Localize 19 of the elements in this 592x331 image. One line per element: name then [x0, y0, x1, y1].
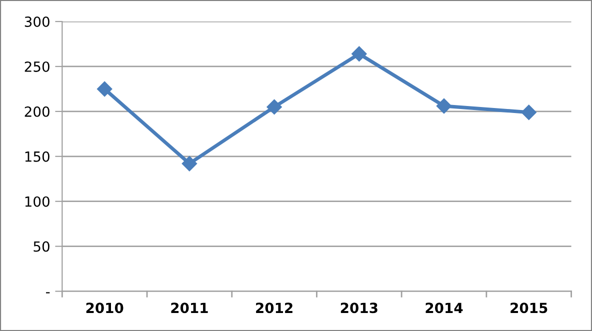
x-tick-label: 2010 [86, 302, 124, 314]
y-tick-label: 250 [24, 61, 50, 72]
x-tick-label: 2012 [256, 302, 292, 314]
x-tick-label: 2014 [426, 302, 463, 314]
x-tick-label: 2011 [171, 302, 208, 314]
y-tick-label: 150 [25, 151, 50, 162]
y-tick-label: 100 [25, 196, 50, 207]
point [266, 99, 282, 115]
point [521, 104, 536, 120]
point [352, 46, 367, 62]
point [97, 81, 112, 97]
y-tick-label: 50 [34, 241, 50, 252]
y-tick-label: 200 [24, 106, 50, 117]
x-tick-label: 2013 [340, 302, 378, 314]
point [436, 98, 452, 114]
point [182, 156, 198, 172]
y-tick-label: - [46, 292, 50, 294]
x-tick-label: 2015 [510, 302, 548, 314]
y-tick-label: 300 [24, 16, 50, 27]
